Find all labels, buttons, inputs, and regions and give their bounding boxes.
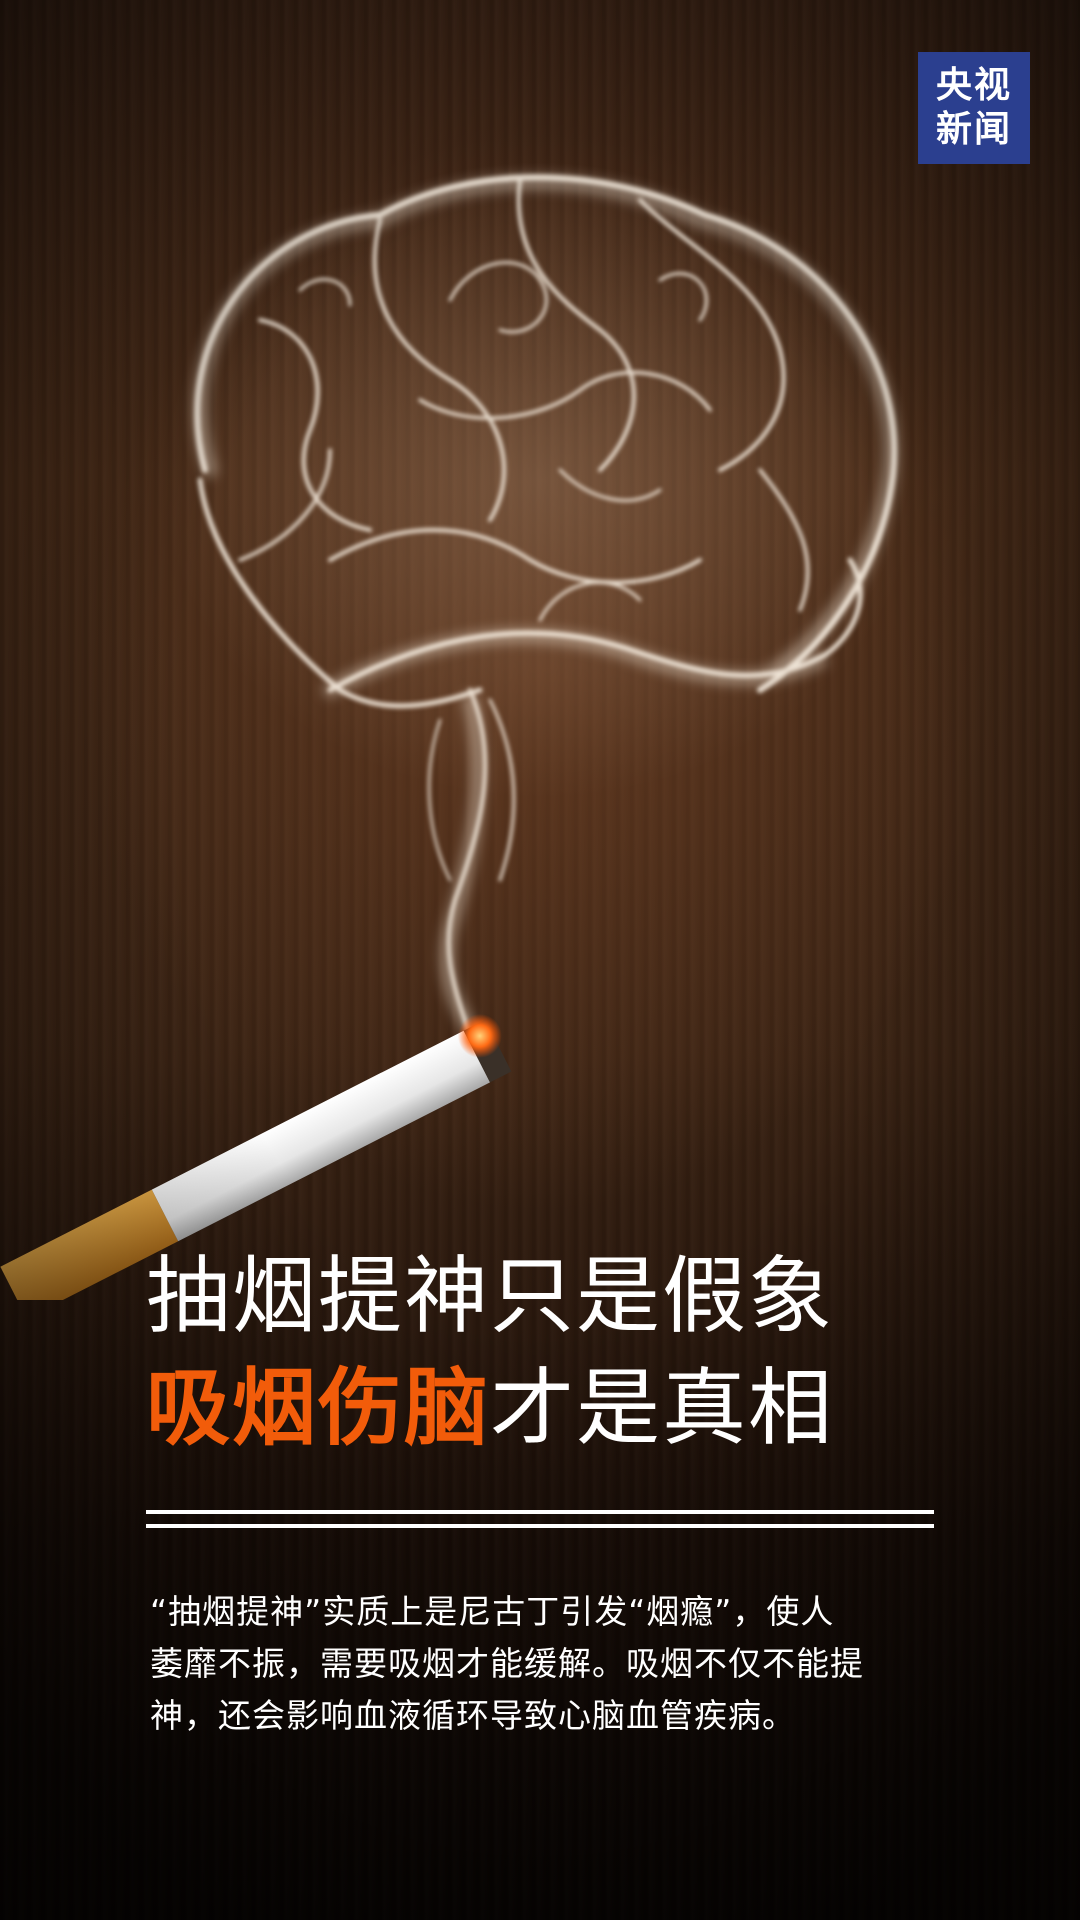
headline-line-1: 抽烟提神只是假象: [146, 1247, 835, 1345]
body-line-1: “抽烟提神”实质上是尼古丁引发“烟瘾”，使人: [150, 1592, 835, 1631]
headline-line-2: 吸烟伤脑才是真相: [146, 1352, 966, 1464]
headline-highlight: 吸烟伤脑: [146, 1359, 491, 1457]
headline: 抽烟提神只是假象 吸烟伤脑才是真相: [146, 1240, 966, 1464]
body-line-3: 神，还会影响血液循环导致心脑血管疾病。: [150, 1696, 796, 1735]
logo-line-1: 央视: [935, 65, 1012, 106]
divider-top: [146, 1510, 934, 1514]
logo-line-2: 新闻: [935, 109, 1012, 150]
body-text: “抽烟提神”实质上是尼古丁引发“烟瘾”，使人 萎靡不振，需要吸烟才能缓解。吸烟不…: [150, 1586, 950, 1742]
headline-line-2-rest: 才是真相: [490, 1359, 835, 1457]
cctv-news-logo: 央视 新闻: [918, 52, 1030, 164]
body-line-2: 萎靡不振，需要吸烟才能缓解。吸烟不仅不能提: [150, 1644, 864, 1683]
divider-bottom: [146, 1524, 934, 1528]
